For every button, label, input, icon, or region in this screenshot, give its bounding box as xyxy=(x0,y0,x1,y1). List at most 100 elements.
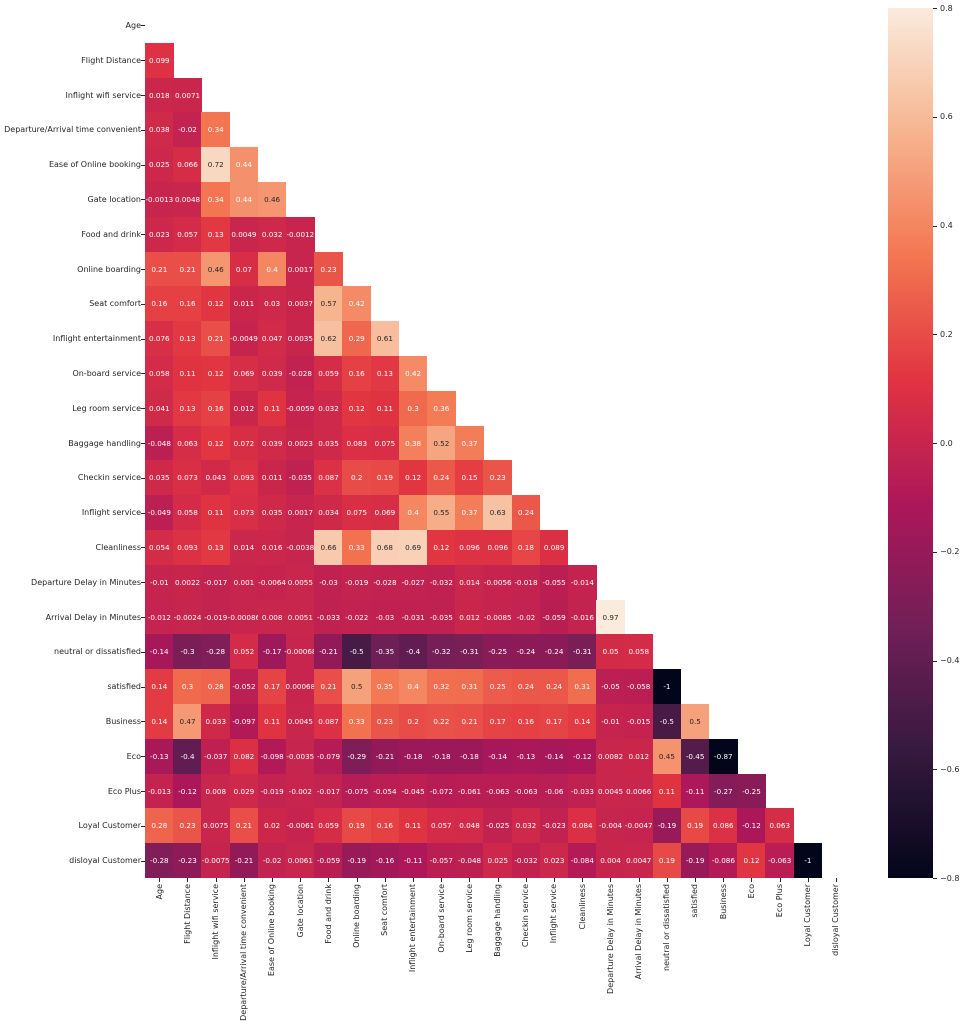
cell-annotation: -0.035 xyxy=(288,473,312,483)
heatmap-cell: -0.03 xyxy=(314,564,343,601)
x-tick-label-text: Baggage handling xyxy=(492,884,502,957)
cell-annotation: 0.008 xyxy=(261,612,283,622)
heatmap-cell: 0.041 xyxy=(145,390,174,427)
x-tick-mark xyxy=(779,878,781,882)
cell-annotation: 0.12 xyxy=(348,403,365,413)
cell-annotation: 0.24 xyxy=(433,473,450,483)
cell-annotation: 0.004 xyxy=(600,856,621,866)
cell-annotation: -0.13 xyxy=(516,751,536,761)
heatmap-cell: 0.087 xyxy=(314,704,343,740)
heatmap-cell: -0.0049 xyxy=(229,321,259,357)
heatmap-cell: 0.059 xyxy=(314,356,343,392)
heatmap-cell: -0.02 xyxy=(173,112,202,148)
cell-annotation: 0.087 xyxy=(318,473,339,483)
heatmap-cell: -0.00086 xyxy=(228,599,260,635)
cell-annotation: 0.075 xyxy=(374,438,396,448)
heatmap-cell: -0.023 xyxy=(539,808,569,844)
x-tick-label: Business xyxy=(709,884,737,1024)
heatmap-cell: 0.075 xyxy=(370,425,400,461)
cell-annotation: -0.4 xyxy=(180,751,195,761)
heatmap-cell: 0.16 xyxy=(511,704,541,740)
cell-annotation: 0.011 xyxy=(233,299,255,309)
heatmap-cell: -0.18 xyxy=(455,738,484,775)
heatmap-cell: 0.66 xyxy=(314,530,343,566)
cell-annotation: -0.21 xyxy=(319,647,338,657)
heatmap-cell: 0.21 xyxy=(145,251,174,287)
heatmap-cell: -0.045 xyxy=(398,773,428,809)
cell-annotation: 0.15 xyxy=(461,473,478,483)
y-tick-mark xyxy=(141,825,145,827)
heatmap-cell: -0.21 xyxy=(229,843,259,879)
heatmap-cell: -0.4 xyxy=(173,738,202,775)
cell-annotation: -0.19 xyxy=(685,856,705,866)
heatmap-cell: -0.017 xyxy=(201,564,231,601)
cell-annotation: -0.002 xyxy=(288,786,312,796)
heatmap-cell: 0.33 xyxy=(342,530,372,566)
cell-annotation: 0.008 xyxy=(205,786,227,796)
cell-annotation: -0.016 xyxy=(570,612,594,622)
heatmap-cell: 0.072 xyxy=(229,425,259,461)
heatmap-cell: -0.12 xyxy=(737,808,766,844)
heatmap-cell: 0.093 xyxy=(229,460,259,496)
heatmap-cell: 0.047 xyxy=(257,321,287,357)
heatmap-cell: 0.096 xyxy=(455,530,484,566)
y-tick-label: Inflight service xyxy=(81,508,141,518)
heatmap-cell: -0.058 xyxy=(624,669,654,705)
colorbar-tick-mark xyxy=(933,8,937,9)
heatmap-cell: 0.02 xyxy=(257,808,287,844)
colorbar xyxy=(888,8,933,878)
y-tick-label: Departure/Arrival time convenient xyxy=(4,125,141,135)
y-tick-mark xyxy=(141,651,145,653)
heatmap-cell: 0.0061 xyxy=(286,843,315,879)
colorbar-tick-mark xyxy=(933,116,937,118)
heatmap-cell: 0.19 xyxy=(680,808,710,844)
cell-annotation: 0.057 xyxy=(431,821,452,831)
cell-annotation: 0.16 xyxy=(376,821,393,831)
heatmap-cell: 0.048 xyxy=(455,808,484,844)
cell-annotation: 0.47 xyxy=(179,717,196,727)
heatmap-cell: -0.12 xyxy=(173,773,202,809)
cell-annotation: 0.97 xyxy=(602,612,619,622)
heatmap-cell: 0.038 xyxy=(145,112,174,148)
heatmap-cell: -0.054 xyxy=(370,773,400,809)
cell-annotation: 0.032 xyxy=(515,821,537,831)
cell-annotation: 0.00068 xyxy=(285,682,316,692)
heatmap-cell: 0.24 xyxy=(539,669,569,705)
heatmap-cell: -0.06 xyxy=(539,773,569,809)
heatmap-cell: 0.3 xyxy=(398,390,428,427)
cell-annotation: 0.5 xyxy=(351,682,363,692)
heatmap-cell: 0.23 xyxy=(370,704,400,740)
cell-annotation: 0.0071 xyxy=(174,90,201,100)
heatmap-cell: 0.16 xyxy=(145,286,174,322)
heatmap-cell: -0.072 xyxy=(427,773,456,809)
heatmap-cell: 0.069 xyxy=(229,356,259,392)
heatmap-cell: -0.097 xyxy=(229,704,259,740)
heatmap-cell: 0.12 xyxy=(427,530,456,566)
heatmap-cell: 0.13 xyxy=(173,390,202,427)
cell-annotation: 0.016 xyxy=(261,543,283,553)
heatmap-cell: -0.17 xyxy=(257,634,287,670)
x-tick-label: Departure/Arrival time convenient xyxy=(230,884,258,1024)
cell-annotation: 0.37 xyxy=(461,438,478,448)
heatmap-cell: 0.084 xyxy=(568,808,597,844)
heatmap-cell: 0.086 xyxy=(709,808,738,844)
cell-annotation: 0.72 xyxy=(207,160,224,170)
cell-annotation: 0.057 xyxy=(177,229,198,239)
heatmap-cell: -0.015 xyxy=(624,704,654,740)
heatmap-cell: 0.073 xyxy=(229,495,259,531)
cell-annotation: 0.55 xyxy=(433,508,450,518)
heatmap-cell: -0.028 xyxy=(370,564,400,601)
x-tick-mark xyxy=(300,878,302,882)
cell-annotation: -0.025 xyxy=(486,821,510,831)
y-tick-mark xyxy=(141,477,145,479)
x-tick-label-text: Gate location xyxy=(295,884,305,938)
cell-annotation: -0.01 xyxy=(150,577,169,587)
x-tick-label-text: Checkin service xyxy=(521,884,531,948)
heatmap-cell: -0.29 xyxy=(342,738,372,775)
x-tick-label: neutral or dissatisfied xyxy=(653,884,681,1024)
heatmap-cell: 0.034 xyxy=(314,495,343,531)
y-tick-mark xyxy=(141,408,145,410)
heatmap-cell: 0.0017 xyxy=(286,251,315,287)
x-tick-label: Food and drink xyxy=(314,884,342,1024)
cell-annotation: 0.02 xyxy=(264,821,281,831)
